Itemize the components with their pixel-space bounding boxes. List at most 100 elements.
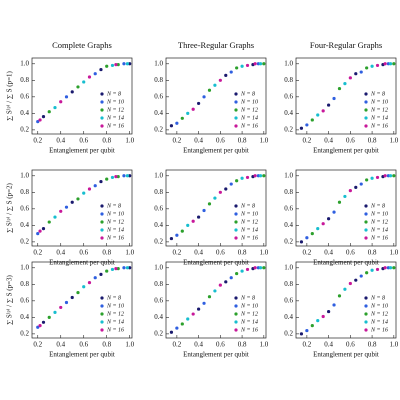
data-point <box>87 187 92 191</box>
legend-marker <box>100 228 104 232</box>
data-point <box>258 266 263 270</box>
data-point <box>305 123 309 127</box>
data-point <box>207 88 212 92</box>
data-point <box>99 272 103 276</box>
legend-label: N = 8 <box>370 295 385 301</box>
legend-marker <box>234 328 238 332</box>
data-point <box>316 227 320 231</box>
y-tick-label: 0.4 <box>284 221 293 229</box>
data-point <box>224 73 228 77</box>
legend-marker <box>100 312 104 316</box>
legend-marker <box>364 312 368 316</box>
data-point <box>310 118 314 122</box>
data-point <box>116 63 120 67</box>
y-tick-label: 0.6 <box>284 204 293 212</box>
data-point <box>337 294 342 298</box>
legend-label: N = 14 <box>370 226 388 233</box>
data-point <box>64 205 69 209</box>
data-point <box>191 219 195 223</box>
legend-label: N = 14 <box>106 114 124 121</box>
y-tick-label: 0.4 <box>20 221 29 229</box>
data-point <box>82 285 86 289</box>
data-point <box>99 67 103 72</box>
y-tick-label: 0.8 <box>20 76 29 84</box>
legend-marker <box>100 108 104 112</box>
data-point <box>245 63 250 68</box>
y-tick-label: 0.2 <box>154 329 163 337</box>
data-point <box>321 109 325 113</box>
x-tick-label: 0.2 <box>302 137 311 145</box>
data-point <box>218 190 222 194</box>
data-point <box>105 177 109 181</box>
legend-marker <box>234 228 238 232</box>
data-point <box>383 174 387 178</box>
x-tick-label: 0.8 <box>102 341 111 349</box>
x-axis-label: Entanglement per qubit <box>183 351 249 359</box>
legend-marker <box>100 304 104 308</box>
legend-marker <box>364 100 368 104</box>
x-tick-label: 0.6 <box>346 249 355 257</box>
data-point <box>235 66 239 70</box>
data-point <box>47 220 51 224</box>
data-point <box>299 126 304 130</box>
x-tick-label: 0.6 <box>346 341 355 349</box>
y-tick-label: 1.0 <box>20 59 29 67</box>
x-tick-label: 1.0 <box>125 137 134 145</box>
legend-label: N = 10 <box>240 303 258 309</box>
data-point <box>327 103 331 107</box>
data-point <box>245 267 250 272</box>
legend-marker <box>364 328 368 332</box>
data-point <box>375 175 380 180</box>
legend-label: N = 10 <box>370 211 388 217</box>
data-point <box>53 310 57 314</box>
x-tick-label: 0.6 <box>79 249 88 257</box>
data-point <box>388 62 393 66</box>
data-point <box>64 300 69 305</box>
y-tick-label: 0.4 <box>20 109 29 117</box>
y-tick-label: 0.6 <box>154 204 163 212</box>
legend-label: N = 14 <box>240 226 258 233</box>
data-point <box>229 70 233 74</box>
y-tick-label: 0.2 <box>20 237 29 245</box>
data-point <box>258 62 263 66</box>
data-point <box>332 96 336 101</box>
plot-frame <box>295 169 397 247</box>
data-point <box>354 72 358 76</box>
y-tick-label: 0.4 <box>284 313 293 321</box>
legend-label: N = 16 <box>370 123 388 129</box>
legend-marker <box>100 296 104 300</box>
data-point <box>64 95 69 99</box>
x-axis-label: Entanglement per qubit <box>313 259 379 267</box>
data-point <box>337 200 342 204</box>
legend-label: N = 16 <box>370 327 388 333</box>
data-point <box>122 174 126 178</box>
legend-label: N = 12 <box>106 311 124 317</box>
legend-label: N = 10 <box>240 99 258 105</box>
data-point <box>240 269 244 273</box>
data-point <box>310 324 314 328</box>
legend-label: N = 16 <box>370 235 388 241</box>
data-point <box>392 174 396 178</box>
legend-marker <box>100 328 104 332</box>
x-tick-label: 0.2 <box>172 137 181 145</box>
x-tick-label: 0.8 <box>238 137 247 145</box>
legend-label: N = 8 <box>370 203 385 209</box>
data-point <box>180 229 184 233</box>
data-point <box>105 269 109 273</box>
y-tick-label: 0.4 <box>284 109 293 117</box>
x-tick-label: 0.4 <box>56 137 65 145</box>
x-tick-label: 0.6 <box>216 341 225 349</box>
data-point <box>36 120 40 124</box>
x-axis-label: Entanglement per qubit <box>183 147 249 155</box>
legend-marker <box>100 220 104 224</box>
y-tick-label: 0.2 <box>154 237 163 245</box>
panel-title: Three-Regular Graphs <box>178 40 254 50</box>
data-point <box>213 83 217 87</box>
data-point <box>70 200 74 204</box>
data-point <box>370 268 374 272</box>
legend-marker <box>364 220 368 224</box>
legend-label: N = 16 <box>240 123 258 129</box>
data-point <box>36 232 40 236</box>
data-point <box>110 63 115 68</box>
